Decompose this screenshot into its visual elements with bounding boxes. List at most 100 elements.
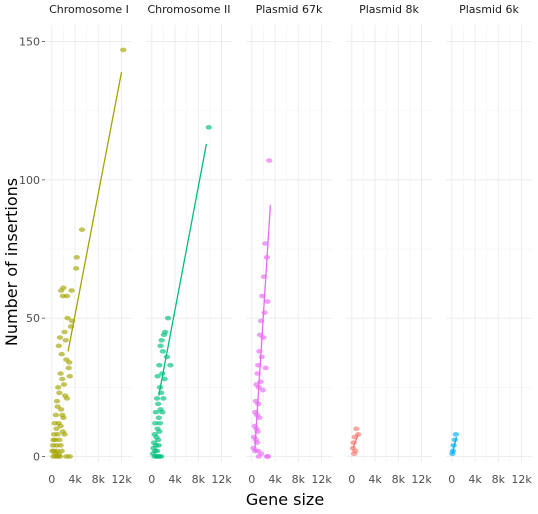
data-point — [52, 412, 60, 418]
data-point — [350, 451, 358, 457]
x-tick-label: 12k — [311, 473, 332, 486]
data-point — [156, 420, 164, 426]
data-point — [57, 407, 65, 412]
data-point — [452, 432, 460, 437]
facet-panel: Plasmid 67k 0 4k 8k 12k — [246, 3, 332, 486]
data-point — [264, 454, 272, 459]
x-tick-label: 12k — [511, 473, 532, 486]
data-point — [60, 382, 68, 387]
y-axis-title: Number of insertions — [2, 178, 21, 346]
data-point — [155, 437, 162, 443]
data-point — [53, 426, 60, 432]
x-tick-label: 0 — [48, 473, 55, 486]
facet-panel: Chromosome II 0 4k 8k 12k — [146, 3, 232, 486]
data-point — [156, 362, 163, 368]
data-point — [159, 409, 166, 415]
facet-panel: Plasmid 6k 0 4k 8k 12k — [446, 3, 532, 486]
data-point — [205, 125, 212, 130]
data-point — [155, 401, 162, 407]
data-point — [73, 266, 80, 271]
facet-strip-label: Plasmid 6k — [459, 3, 519, 16]
y-tick-label: 100 — [19, 174, 40, 187]
data-point — [155, 443, 162, 448]
x-tick-label: 8k — [192, 473, 206, 486]
y-axis-ticks: 0 50 100 150 — [19, 36, 45, 463]
data-point — [262, 365, 269, 371]
y-tick-label: 0 — [33, 450, 40, 463]
data-point — [157, 454, 165, 459]
data-point — [56, 390, 63, 396]
data-point — [264, 299, 271, 304]
data-point — [56, 454, 64, 459]
data-point — [59, 376, 66, 382]
data-point — [57, 423, 64, 429]
facet-strip-label: Plasmid 67k — [256, 3, 323, 16]
data-point — [53, 398, 61, 404]
data-point — [73, 255, 81, 260]
fit-line — [158, 143, 208, 396]
data-point — [152, 409, 160, 415]
x-tick-label: 4k — [368, 473, 382, 486]
data-point — [152, 420, 159, 426]
data-point — [256, 415, 263, 421]
x-tick-label: 4k — [468, 473, 482, 486]
data-point — [155, 415, 162, 421]
data-point — [63, 396, 71, 401]
data-point — [160, 396, 167, 401]
data-point — [153, 448, 161, 454]
data-point — [61, 329, 68, 335]
facet-strip-label: Chromosome I — [49, 3, 129, 16]
x-tick-label: 12k — [411, 473, 432, 486]
data-point — [154, 373, 161, 379]
data-point — [62, 338, 69, 343]
facet-panel: Chromosome I 0 4k 8k 12k — [46, 3, 132, 486]
data-point — [266, 158, 273, 163]
data-point — [164, 315, 172, 321]
data-point — [120, 47, 127, 53]
x-tick-label: 0 — [248, 473, 255, 486]
data-point — [55, 343, 62, 349]
x-tick-label: 8k — [392, 473, 406, 486]
x-tick-label: 0 — [348, 473, 355, 486]
x-tick-label: 4k — [68, 473, 82, 486]
facet-panels: Chromosome I 0 4k 8k 12k Chromosome II 0 4k 8k 12… — [46, 3, 532, 486]
data-point — [153, 396, 161, 401]
data-point — [259, 387, 267, 393]
data-point — [66, 373, 74, 379]
data-point — [56, 335, 64, 340]
data-point — [58, 351, 65, 357]
data-point — [255, 454, 262, 459]
data-point — [66, 454, 74, 459]
x-tick-label: 8k — [292, 473, 306, 486]
data-point — [160, 332, 168, 338]
data-point — [158, 338, 165, 343]
x-tick-label: 0 — [448, 473, 455, 486]
data-point — [68, 288, 75, 293]
data-point — [167, 362, 174, 368]
y-tick-label: 50 — [26, 312, 40, 325]
fit-line — [352, 434, 359, 449]
data-point — [54, 432, 61, 437]
x-tick-label: 8k — [492, 473, 506, 486]
fit-line — [451, 436, 458, 454]
fit-line — [254, 204, 272, 451]
data-point — [159, 349, 167, 354]
facet-strip-label: Plasmid 8k — [359, 3, 419, 16]
data-point — [56, 437, 63, 443]
x-tick-label: 4k — [268, 473, 282, 486]
x-tick-label: 12k — [211, 473, 232, 486]
facet-panel: Plasmid 8k 0 4k 8k 12k — [346, 3, 432, 486]
facet-strip-label: Chromosome II — [147, 3, 230, 16]
x-axis-title: Gene size — [246, 490, 324, 509]
data-point — [63, 293, 71, 299]
x-tick-label: 8k — [92, 473, 106, 486]
data-point — [156, 429, 163, 434]
data-point — [55, 385, 62, 390]
data-point — [66, 360, 73, 365]
data-point — [61, 432, 68, 437]
x-tick-label: 4k — [168, 473, 182, 486]
x-tick-label: 0 — [148, 473, 155, 486]
data-point — [261, 241, 269, 246]
data-point — [57, 371, 64, 376]
